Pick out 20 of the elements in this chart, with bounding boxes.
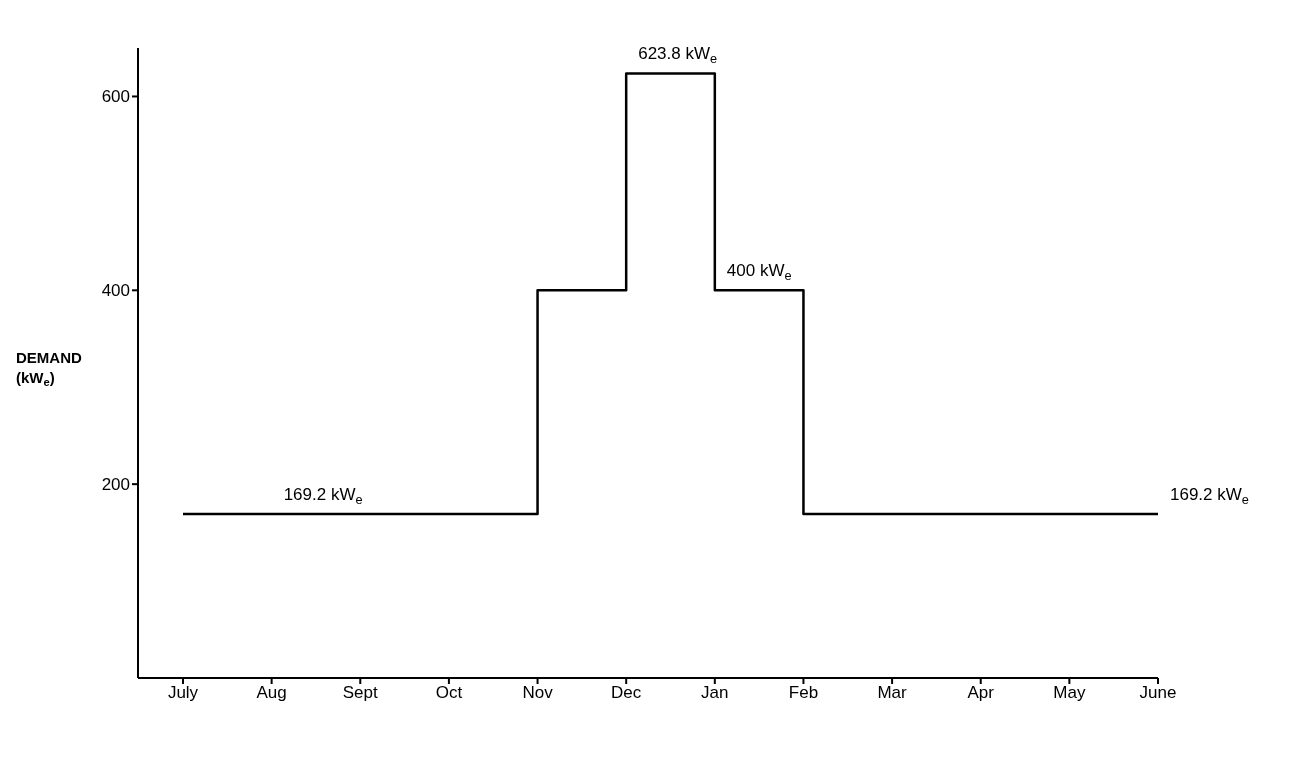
data-label: 169.2 kW$_{e}$ [1170,485,1249,507]
x-tick-label: Nov [522,683,554,703]
data-label: 400 kW$_{e}$ [726,261,792,284]
x-tick-label: Jan [701,683,729,703]
x-tick-label: July [167,683,199,703]
x-tick-label: Oct [435,683,463,703]
x-tick-label: Dec [611,683,642,703]
y-tick-label: 200 [101,475,130,495]
y-tick-label: 600 [101,87,130,107]
data-label: 169.2 kW$_{e}$ [283,485,363,507]
x-tick-label: May [1053,683,1086,703]
data-label: 623.8 kW$_{e}$ [638,44,718,67]
x-tick-label: Mar [877,683,908,703]
x-tick-label: Apr [967,683,995,703]
x-tick-label: Sept [342,683,379,703]
y-tick-label: 400 [101,281,130,301]
y-axis-title: DEMAND (kW$_{e}$) [16,349,82,389]
x-tick-label: Aug [256,683,287,703]
x-tick-label: Feb [788,683,819,703]
x-tick-label: June [1139,683,1177,703]
